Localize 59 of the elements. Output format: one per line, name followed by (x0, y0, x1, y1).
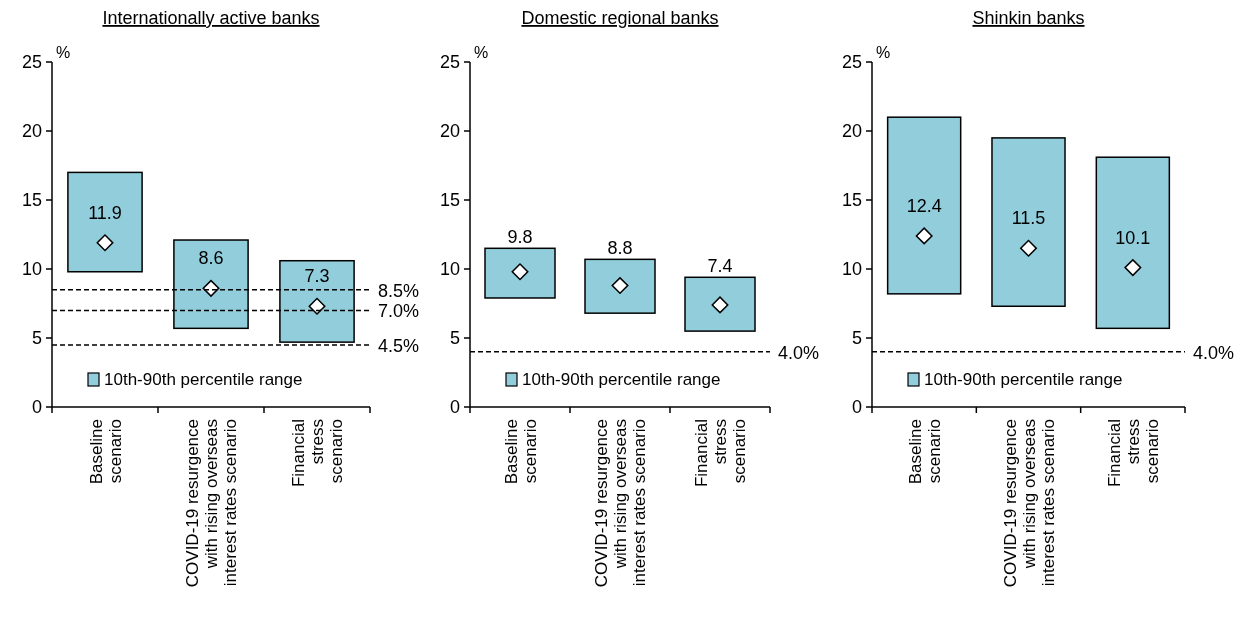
data-label: 9.8 (507, 227, 533, 248)
data-label: 11.5 (1011, 208, 1046, 229)
point (1124, 259, 1142, 277)
point (915, 227, 933, 245)
legend-label: 10th-90th percentile range (924, 370, 1123, 389)
data-label: 11.9 (88, 202, 122, 223)
bar (1095, 156, 1171, 330)
y-axis-title: % (876, 44, 891, 61)
bar (886, 116, 962, 295)
y-tick-label: 0 (851, 397, 862, 417)
data-label: 7.4 (707, 256, 733, 277)
x-tick-label: Baseline scenario (501, 419, 540, 485)
y-tick-label: 10 (841, 259, 862, 279)
y-tick-label: 15 (21, 190, 42, 210)
bar (584, 258, 656, 314)
y-tick-label: 15 (439, 190, 460, 210)
chart-title: Shinkin banks (972, 8, 1085, 28)
point (202, 279, 220, 297)
x-tick-label: Baseline scenario (86, 419, 125, 485)
y-tick-label: 5 (31, 328, 42, 348)
x-tick-label: Financial stress scenario (1104, 419, 1162, 488)
x-tick-label: Financial stress scenario (289, 419, 346, 488)
y-tick-label: 15 (841, 190, 862, 210)
y-tick-label: 20 (841, 121, 862, 141)
y-tick-label: 10 (21, 259, 42, 279)
y-tick-label: 25 (21, 52, 42, 72)
y-tick-label: 0 (449, 397, 460, 417)
chart-title: Domestic regional banks (521, 8, 719, 28)
ref-line-label: 7.0% (378, 301, 420, 322)
data-label: 8.6 (198, 248, 224, 269)
y-tick-label: 20 (21, 121, 42, 141)
legend-label: 10th-90th percentile range (522, 370, 721, 389)
ref-line-label: 8.5% (378, 280, 420, 301)
y-tick-label: 25 (841, 52, 862, 72)
ref-line-label: 4.0% (778, 342, 820, 363)
ref-line-label: 4.0% (1193, 342, 1235, 363)
y-tick-label: 20 (439, 121, 460, 141)
y-tick-label: 25 (439, 52, 460, 72)
y-axis-title: % (474, 44, 489, 61)
y-tick-label: 10 (439, 259, 460, 279)
y-tick-label: 5 (449, 328, 460, 348)
chart-title: Internationally active banks (102, 8, 320, 28)
point (96, 234, 114, 252)
data-label: 7.3 (304, 266, 330, 287)
legend-label: 10th-90th percentile range (104, 370, 303, 389)
bar (684, 276, 756, 332)
data-label: 8.8 (607, 238, 633, 259)
bar (67, 171, 143, 273)
data-label: 10.1 (1115, 227, 1151, 248)
y-axis-title: % (56, 44, 71, 61)
data-label: 12.4 (906, 195, 942, 216)
bar (991, 137, 1066, 308)
ref-line-label: 4.5% (378, 335, 420, 356)
bar (484, 247, 556, 299)
x-tick-label: Baseline scenario (905, 419, 944, 485)
y-tick-label: 5 (851, 328, 862, 348)
point (308, 297, 326, 315)
y-tick-label: 0 (31, 397, 42, 417)
point (1020, 239, 1037, 257)
